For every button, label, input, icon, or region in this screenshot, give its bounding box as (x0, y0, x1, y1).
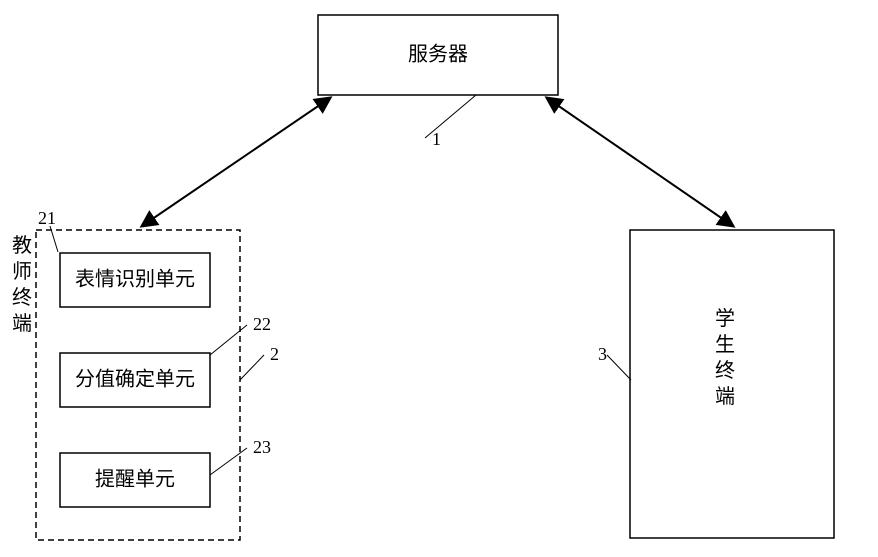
node-side-label-student_terminal-0: 学 (715, 307, 735, 330)
node-num-remind_unit: 23 (253, 437, 271, 457)
node-expression_unit: 表情识别单元 (60, 253, 210, 307)
node-side-label-student_terminal-1: 生 (715, 333, 735, 356)
node-student_terminal: 学生终端 (630, 230, 834, 538)
node-label-score_unit: 分值确定单元 (75, 368, 195, 391)
node-num-score_unit: 22 (253, 314, 271, 334)
edge-server-student_terminal (547, 98, 733, 226)
node-rect-student_terminal (630, 230, 834, 538)
leader-2 (607, 355, 631, 380)
node-side-label-teacher_terminal-3: 端 (12, 312, 32, 335)
node-server: 服务器 (318, 15, 558, 95)
edge-server-teacher_terminal (142, 98, 330, 226)
node-score_unit: 分值确定单元 (60, 353, 210, 407)
node-remind_unit: 提醒单元 (60, 453, 210, 507)
node-label-expression_unit: 表情识别单元 (75, 268, 195, 291)
leader-1 (240, 355, 264, 380)
node-num-teacher_terminal: 2 (270, 344, 279, 364)
node-label-remind_unit: 提醒单元 (95, 468, 175, 491)
node-side-label-teacher_terminal-2: 终 (12, 286, 32, 309)
node-num-expression_unit: 21 (38, 208, 56, 228)
node-side-label-student_terminal-2: 终 (715, 359, 735, 382)
node-num-server: 1 (432, 129, 441, 149)
node-num-student_terminal: 3 (598, 344, 607, 364)
node-side-label-teacher_terminal-0: 教 (12, 234, 32, 257)
node-side-label-teacher_terminal-1: 师 (12, 260, 32, 283)
node-side-label-student_terminal-3: 端 (715, 385, 735, 408)
node-label-server: 服务器 (408, 43, 468, 66)
